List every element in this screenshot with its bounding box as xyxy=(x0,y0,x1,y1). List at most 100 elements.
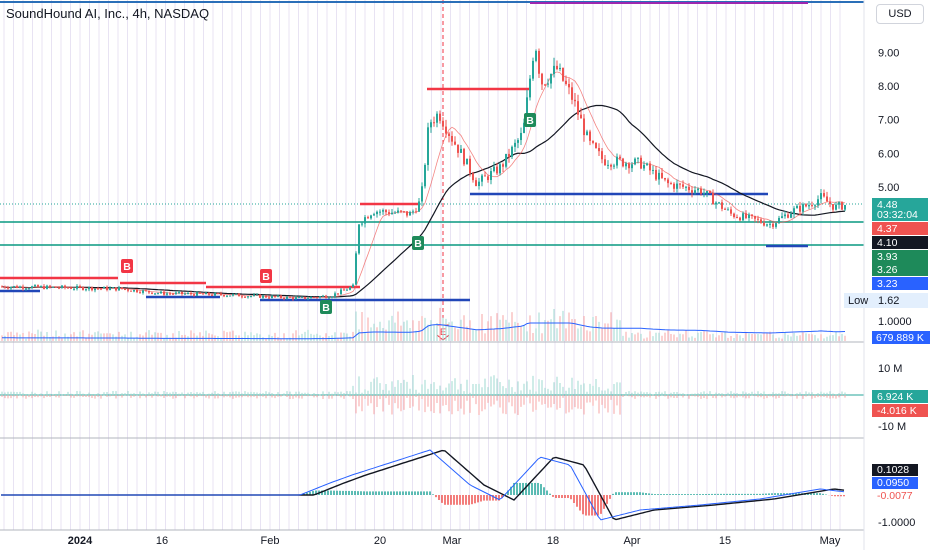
candle-body xyxy=(58,287,60,289)
candle-body xyxy=(703,193,705,195)
candle-body xyxy=(796,205,798,209)
candle-body xyxy=(382,210,384,212)
candle-body xyxy=(388,212,390,215)
candle-body xyxy=(106,286,108,290)
price-tag xyxy=(872,250,928,263)
candle-body xyxy=(532,60,534,79)
flow-bottom-label: -10 M xyxy=(878,421,906,433)
candle-body xyxy=(142,290,144,293)
candle-body xyxy=(691,190,693,193)
candle-body xyxy=(346,289,348,291)
candle-body xyxy=(373,214,375,216)
candle-body xyxy=(592,140,594,143)
candle-body xyxy=(721,202,723,209)
candle-body xyxy=(199,292,201,294)
candle-body xyxy=(562,67,564,81)
candle-body xyxy=(292,297,294,300)
low-label: Low xyxy=(848,295,868,307)
candle-body xyxy=(628,163,630,169)
candle-body xyxy=(676,183,678,189)
candle-body xyxy=(343,289,345,291)
candle-body xyxy=(277,295,279,297)
candle-body xyxy=(751,214,753,216)
volume-tag xyxy=(872,331,930,344)
candle-body xyxy=(169,293,171,295)
candle-body xyxy=(112,287,114,289)
volume-tick-label: 1.0000 xyxy=(878,316,912,328)
currency-button[interactable]: USD xyxy=(876,4,924,24)
candle-body xyxy=(667,179,669,184)
price-tag xyxy=(872,208,928,221)
candle-body xyxy=(472,173,474,181)
candle-body xyxy=(652,169,654,171)
time-tick-label: Feb xyxy=(261,535,280,547)
chart-title: SoundHound AI, Inc., 4h, NASDAQ xyxy=(6,6,210,21)
candle-body xyxy=(679,183,681,185)
candle-body xyxy=(493,166,495,172)
time-tick-label: 15 xyxy=(719,535,731,547)
candle-body xyxy=(205,292,207,295)
candle-body xyxy=(826,196,828,202)
candle-body xyxy=(469,158,471,174)
candle-body xyxy=(430,122,432,128)
candle-body xyxy=(70,287,72,289)
candle-body xyxy=(208,292,210,295)
candle-body xyxy=(733,213,735,218)
candle-body xyxy=(136,289,138,293)
candle-body xyxy=(121,287,123,290)
flow-tag-up xyxy=(872,390,928,403)
candle-body xyxy=(724,208,726,210)
candle-body xyxy=(370,215,372,219)
candle-body xyxy=(349,287,351,290)
candle-body xyxy=(601,151,603,160)
candle-body xyxy=(49,285,51,287)
candle-body xyxy=(340,289,342,294)
candle-body xyxy=(217,293,219,295)
candle-body xyxy=(412,211,414,213)
candle-body xyxy=(352,284,354,288)
candle-body xyxy=(637,157,639,159)
candle-body xyxy=(781,216,783,218)
price-tick-label: 9.00 xyxy=(878,47,899,59)
candle-body xyxy=(649,163,651,171)
macd-tag xyxy=(872,477,918,489)
candle-body xyxy=(460,148,462,153)
candle-body xyxy=(463,148,465,165)
candle-body xyxy=(232,294,234,296)
candle-body xyxy=(22,286,24,289)
candle-body xyxy=(832,204,834,210)
volume-pane xyxy=(0,307,864,343)
moving-average xyxy=(1,104,846,298)
candle-body xyxy=(604,159,606,166)
volume-tag-label: 679.889 K xyxy=(876,332,924,344)
candle-body xyxy=(658,172,660,180)
candle-body xyxy=(685,186,687,188)
price-tag xyxy=(872,277,928,290)
candle-body xyxy=(580,114,582,119)
buy-signal-bg xyxy=(412,236,424,250)
candle-body xyxy=(499,164,501,174)
candle-body xyxy=(319,296,321,298)
candle-body xyxy=(103,286,105,289)
candle-body xyxy=(844,204,846,210)
candle-body xyxy=(226,295,228,297)
candle-body xyxy=(376,211,378,215)
horizontal-levels xyxy=(0,203,864,246)
flow-top-label: 10 M xyxy=(878,363,902,375)
candle-body xyxy=(655,169,657,180)
flow-tag-down xyxy=(872,404,928,417)
candle-body xyxy=(25,288,27,290)
candle-body xyxy=(736,217,738,219)
candle-body xyxy=(298,296,300,298)
candle-body xyxy=(385,210,387,213)
candle-body xyxy=(529,78,531,98)
candle-body xyxy=(457,144,459,153)
time-tick-label: 20 xyxy=(374,535,386,547)
candle-body xyxy=(595,142,597,149)
candle-body xyxy=(571,87,573,100)
candle-body xyxy=(196,292,198,296)
price-axis: 9.008.007.006.005.004.4803:32:044.374.10… xyxy=(844,0,932,550)
candle-body xyxy=(46,285,48,289)
candle-body xyxy=(760,219,762,223)
candle-body xyxy=(484,175,486,177)
